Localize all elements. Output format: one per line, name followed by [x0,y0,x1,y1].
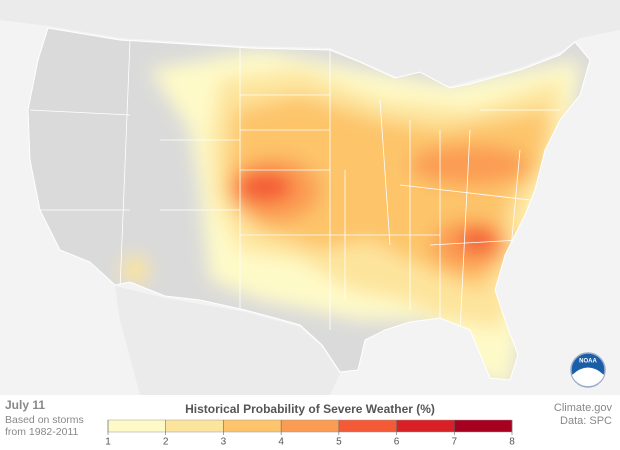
legend-swatch [108,420,166,432]
date: July 11 [5,398,45,412]
legend-tick-label: 2 [163,437,169,448]
legend-tick-label: 4 [278,437,284,448]
state-borders [29,39,560,331]
color-legend: 1 2 3 4 5 6 7 8 [105,419,515,448]
legend-swatch [223,420,282,432]
legend-title: Historical Probability of Severe Weather… [185,402,435,416]
note-line: Based on storms [5,414,84,426]
legend-tick-label: 5 [336,437,342,448]
noaa-logo: NOAA [570,352,606,388]
legend-swatch [454,420,512,432]
canada [0,0,620,86]
legend-swatch [281,420,339,432]
us-outline [27,27,591,381]
us-map [28,28,590,380]
legend-tick-label: 1 [105,437,111,448]
legend-tick-label: 3 [221,437,227,448]
credit: Data: SPC [560,415,612,427]
shade-2 [121,256,149,284]
shade-5 [237,172,293,202]
logo-wave [572,367,604,387]
legend-swatch [396,420,455,432]
shade-4 [410,145,530,185]
probability-shading [121,50,580,380]
legend-tick-label: 6 [394,437,400,448]
legend-tick-label: 8 [509,437,515,448]
legend-swatch [338,420,397,432]
shade-5 [460,228,496,252]
legend-tick-label: 7 [452,437,458,448]
credit: Climate.gov [554,402,613,414]
mexico [115,286,340,395]
logo-text: NOAA [579,359,597,365]
note-line: from 1982-2011 [5,426,79,438]
legend-swatch [165,420,224,432]
